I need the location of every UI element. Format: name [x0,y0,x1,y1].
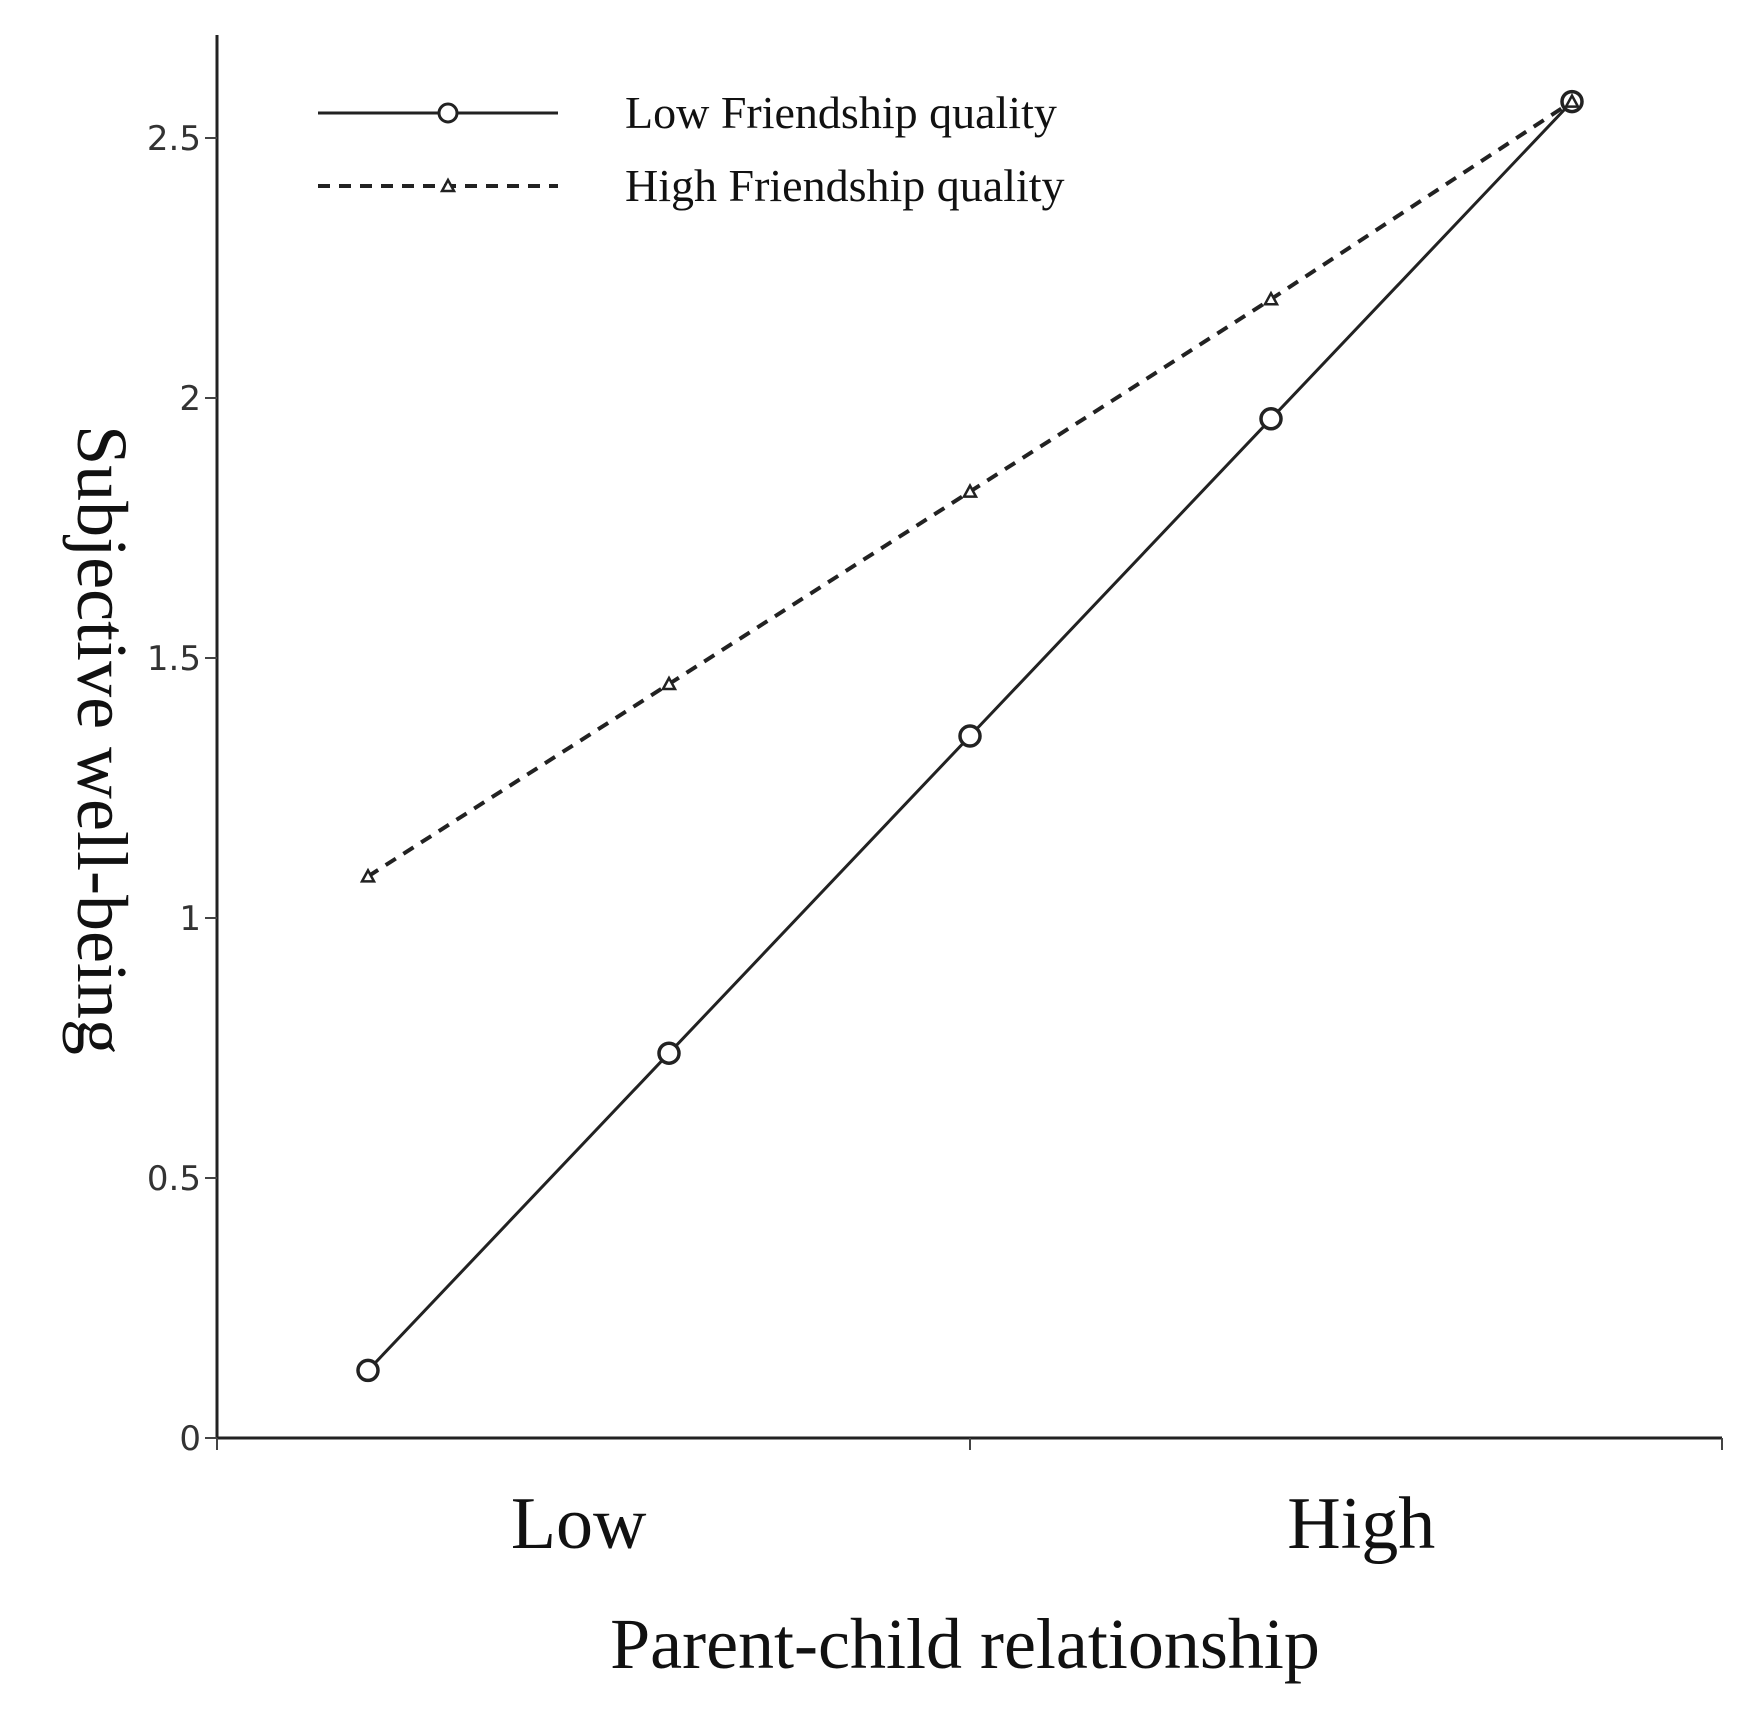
data-point [961,482,979,498]
series-low-friendship [356,89,1584,1383]
x-axis-title: Parent-child relationship [610,1604,1320,1684]
legend-item-high-friendship: High Friendship quality [318,160,1065,211]
x-category-label-high: High [1287,1483,1435,1565]
legend-label: Low Friendship quality [625,87,1057,138]
y-tick-label: 0.5 [147,1159,201,1199]
y-tick-label: 2 [179,379,201,419]
y-tick-label: 1.5 [147,639,201,679]
series-high-friendship [359,92,1581,883]
legend-item-low-friendship: Low Friendship quality [318,87,1057,138]
axes [215,35,1723,1450]
series-layer [356,89,1584,1383]
data-point [958,724,982,748]
x-category-label-low: Low [511,1483,647,1565]
legend-label: High Friendship quality [625,160,1065,211]
data-point [359,867,377,883]
legend-marker [439,177,457,193]
y-ticks: 0 0.5 1 1.5 2 2.5 [147,119,217,1459]
data-point [657,1041,681,1065]
data-point [1262,290,1280,306]
y-tick-label: 0 [179,1419,201,1459]
data-point [1563,92,1581,108]
y-axis-title: Subjective well-being [62,425,142,1055]
data-point [356,1358,380,1383]
data-point [1259,407,1283,431]
x-category-labels: Low High [511,1483,1435,1565]
legend-marker [437,102,459,124]
y-tick-label: 1 [179,899,201,939]
y-tick-label: 2.5 [147,119,201,159]
legend: Low Friendship quality High Friendship qu… [318,87,1065,211]
data-point [660,675,678,691]
